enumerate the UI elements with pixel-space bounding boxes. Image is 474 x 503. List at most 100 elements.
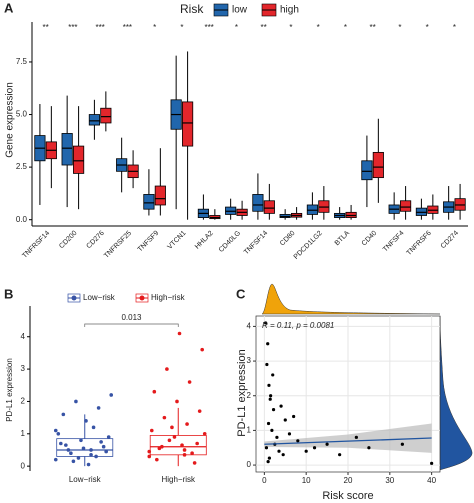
legend-title: Risk [180, 2, 204, 16]
x-tick-label: PDCD1LG2 [293, 230, 324, 261]
point [157, 446, 162, 451]
point [96, 406, 101, 410]
point [53, 428, 58, 433]
point [268, 397, 272, 401]
point [202, 431, 207, 436]
point [187, 380, 192, 384]
significance: * [180, 23, 183, 32]
x-tick-label: CD40LG [218, 230, 242, 254]
significance: * [453, 23, 456, 32]
x-tick-label: TNFSF14 [243, 230, 269, 256]
point [177, 331, 182, 336]
y-tick-label: 1 [21, 429, 26, 438]
point [53, 457, 58, 462]
point [266, 421, 271, 426]
y-density [439, 315, 473, 471]
point [270, 428, 274, 432]
significance: ** [261, 23, 267, 32]
legend-label: High−risk [151, 293, 186, 302]
box [100, 107, 112, 124]
point [61, 412, 66, 417]
point [266, 460, 270, 464]
x-tick-label: CD276 [85, 230, 105, 250]
point [271, 408, 276, 412]
point [69, 451, 73, 456]
y-tick-label: 2 [247, 391, 252, 400]
significance: *** [204, 23, 213, 32]
point [182, 448, 187, 452]
point [266, 342, 270, 346]
point [172, 435, 177, 439]
point [283, 418, 287, 422]
significance: * [235, 23, 238, 32]
point [64, 443, 68, 447]
fit-line [264, 437, 432, 445]
point [400, 442, 404, 446]
confidence-band [264, 423, 432, 453]
point [66, 448, 71, 452]
significance: *** [123, 23, 132, 32]
point [185, 422, 189, 426]
significance: ** [370, 23, 376, 32]
y-tick-label: 4 [247, 322, 252, 331]
legend-swatch [67, 293, 81, 303]
box [149, 435, 207, 456]
point [175, 399, 179, 404]
point [106, 435, 111, 439]
y-tick-label: 4 [21, 332, 26, 341]
point [155, 457, 159, 462]
point [354, 435, 358, 439]
box [61, 133, 73, 166]
y-axis-title: PD-L1 expression [236, 349, 248, 436]
x-tick-label: 20 [344, 476, 353, 485]
box [56, 438, 114, 457]
point [89, 453, 93, 457]
point [86, 462, 91, 467]
point [165, 367, 169, 371]
point [195, 441, 199, 446]
point [269, 394, 273, 398]
x-axis-title: Risk score [322, 490, 373, 502]
x-tick-label: CD80 [279, 230, 297, 248]
point [71, 459, 76, 464]
significance: *** [95, 23, 104, 32]
x-tick-label: BTLA [334, 230, 352, 248]
box [73, 145, 85, 174]
point [147, 454, 152, 459]
annotation: R = 0.11, p = 0.0081 [262, 321, 334, 330]
x-tick-label: TNFRSF6 [406, 230, 433, 257]
point [312, 446, 317, 450]
box [154, 185, 166, 206]
point [277, 449, 281, 453]
x-tick-label: TNFRSF14 [21, 230, 51, 260]
point [287, 432, 292, 436]
point [267, 383, 271, 387]
point [74, 399, 78, 404]
p-value: 0.013 [121, 313, 142, 322]
box [400, 200, 412, 212]
y-tick-label: 0 [21, 461, 26, 470]
x-tick-label: CD40 [361, 230, 379, 248]
x-tick-label: CD274 [440, 230, 460, 250]
y-tick-label: 2 [21, 397, 26, 406]
box [88, 114, 100, 126]
y-tick-label: 3 [247, 356, 252, 365]
y-tick-label: 0 [247, 460, 252, 469]
point [162, 415, 167, 420]
point [59, 441, 63, 446]
point [94, 454, 98, 459]
point [101, 444, 106, 449]
point [271, 373, 275, 377]
x-tick-label: TNFSF9 [137, 230, 161, 254]
box [252, 194, 264, 212]
point [267, 456, 271, 460]
y-tick-label: 1 [247, 426, 252, 435]
point [170, 425, 174, 430]
point [275, 435, 279, 439]
point [190, 451, 194, 456]
point [264, 446, 269, 450]
box [361, 160, 373, 181]
significance: * [426, 23, 429, 32]
point [84, 419, 88, 423]
